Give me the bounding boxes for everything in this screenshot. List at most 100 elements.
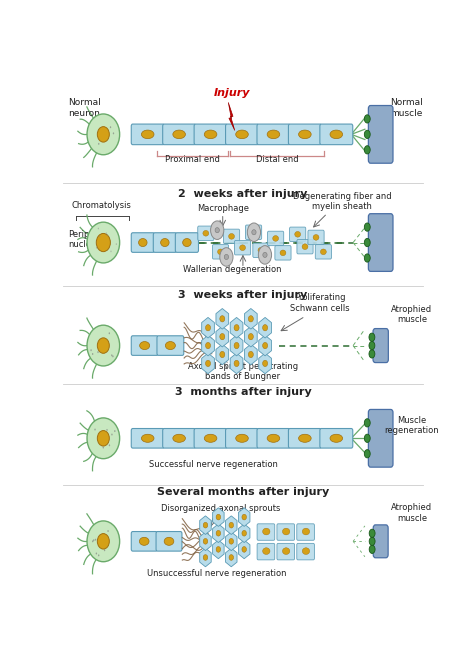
Ellipse shape xyxy=(139,537,149,545)
Circle shape xyxy=(109,332,110,334)
Circle shape xyxy=(369,545,375,553)
Ellipse shape xyxy=(252,229,256,235)
Ellipse shape xyxy=(263,361,268,367)
Ellipse shape xyxy=(236,434,248,442)
FancyBboxPatch shape xyxy=(194,124,227,145)
Ellipse shape xyxy=(248,334,253,340)
Circle shape xyxy=(94,429,96,431)
Ellipse shape xyxy=(87,418,119,459)
FancyBboxPatch shape xyxy=(223,229,240,244)
FancyBboxPatch shape xyxy=(267,231,284,246)
FancyBboxPatch shape xyxy=(368,409,393,467)
Circle shape xyxy=(365,254,370,262)
Text: Successful nerve regeneration: Successful nerve regeneration xyxy=(149,460,278,468)
Ellipse shape xyxy=(97,126,109,142)
Text: Macrophage: Macrophage xyxy=(197,203,249,213)
Ellipse shape xyxy=(273,235,279,242)
FancyBboxPatch shape xyxy=(156,532,182,551)
Circle shape xyxy=(106,232,107,234)
Ellipse shape xyxy=(203,539,208,544)
FancyBboxPatch shape xyxy=(373,525,388,558)
FancyBboxPatch shape xyxy=(368,213,393,272)
FancyBboxPatch shape xyxy=(198,226,214,240)
Ellipse shape xyxy=(206,324,210,331)
Ellipse shape xyxy=(97,338,109,353)
Circle shape xyxy=(210,221,224,240)
Ellipse shape xyxy=(234,343,239,349)
Ellipse shape xyxy=(302,529,310,535)
Ellipse shape xyxy=(161,239,169,247)
FancyBboxPatch shape xyxy=(226,429,258,448)
Text: 3  months after injury: 3 months after injury xyxy=(174,387,311,397)
Ellipse shape xyxy=(203,522,208,528)
Text: Peripheral
nucleus: Peripheral nucleus xyxy=(68,229,111,249)
Circle shape xyxy=(112,355,114,357)
Circle shape xyxy=(95,539,96,541)
Text: Atrophied
muscle: Atrophied muscle xyxy=(392,305,432,324)
Ellipse shape xyxy=(228,233,235,240)
FancyBboxPatch shape xyxy=(288,429,321,448)
FancyBboxPatch shape xyxy=(235,240,251,255)
FancyBboxPatch shape xyxy=(297,240,313,254)
Ellipse shape xyxy=(204,130,217,138)
Ellipse shape xyxy=(204,434,217,442)
Circle shape xyxy=(258,246,272,264)
Circle shape xyxy=(106,429,108,431)
Ellipse shape xyxy=(87,222,119,263)
Circle shape xyxy=(99,235,100,237)
FancyBboxPatch shape xyxy=(131,532,157,551)
Circle shape xyxy=(365,450,370,458)
Text: Unsuccessful nerve regeneration: Unsuccessful nerve regeneration xyxy=(147,569,287,578)
FancyBboxPatch shape xyxy=(368,106,393,163)
FancyBboxPatch shape xyxy=(226,124,258,145)
Ellipse shape xyxy=(240,245,246,250)
FancyBboxPatch shape xyxy=(320,124,353,145)
FancyBboxPatch shape xyxy=(277,524,294,541)
FancyBboxPatch shape xyxy=(373,328,388,363)
Circle shape xyxy=(109,444,110,446)
Ellipse shape xyxy=(263,324,268,331)
Ellipse shape xyxy=(220,351,225,358)
Circle shape xyxy=(365,115,370,123)
Ellipse shape xyxy=(164,537,174,545)
Ellipse shape xyxy=(234,361,239,367)
Ellipse shape xyxy=(141,434,154,442)
Circle shape xyxy=(365,238,370,247)
Text: 3  weeks after injury: 3 weeks after injury xyxy=(178,290,308,300)
Ellipse shape xyxy=(173,434,185,442)
Ellipse shape xyxy=(216,514,220,520)
Circle shape xyxy=(102,447,104,448)
Ellipse shape xyxy=(299,130,311,138)
Ellipse shape xyxy=(263,548,270,555)
Ellipse shape xyxy=(229,555,234,561)
Ellipse shape xyxy=(182,239,191,247)
Text: Normal
neuron: Normal neuron xyxy=(68,98,101,118)
Ellipse shape xyxy=(203,230,209,236)
Circle shape xyxy=(113,132,114,134)
Circle shape xyxy=(369,529,375,537)
Circle shape xyxy=(365,419,370,427)
Ellipse shape xyxy=(97,534,109,549)
Circle shape xyxy=(111,355,112,357)
Circle shape xyxy=(110,250,111,252)
Ellipse shape xyxy=(87,521,119,562)
Text: Distal end: Distal end xyxy=(255,155,298,164)
Circle shape xyxy=(365,146,370,154)
FancyBboxPatch shape xyxy=(253,243,269,258)
FancyBboxPatch shape xyxy=(157,336,184,355)
Circle shape xyxy=(93,539,94,541)
Circle shape xyxy=(97,351,99,353)
Ellipse shape xyxy=(229,522,234,528)
FancyBboxPatch shape xyxy=(297,524,314,541)
Ellipse shape xyxy=(224,254,228,260)
Circle shape xyxy=(107,530,109,532)
Ellipse shape xyxy=(218,249,223,255)
Ellipse shape xyxy=(97,431,109,446)
Circle shape xyxy=(96,247,97,249)
FancyBboxPatch shape xyxy=(131,336,158,355)
Ellipse shape xyxy=(248,316,253,322)
FancyBboxPatch shape xyxy=(153,233,176,252)
Circle shape xyxy=(98,143,100,145)
Ellipse shape xyxy=(140,342,150,350)
Ellipse shape xyxy=(87,114,119,155)
